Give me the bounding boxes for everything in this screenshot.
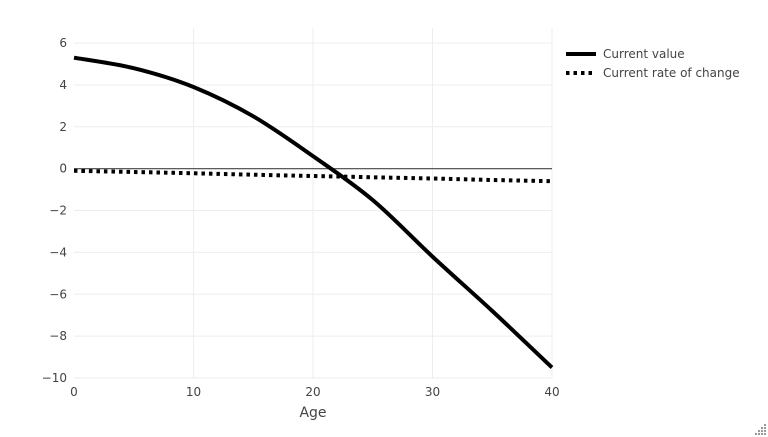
series-line-current-rate-of-change[interactable] bbox=[73, 168, 553, 184]
x-tick-label: 20 bbox=[305, 385, 320, 399]
y-tick-label: −8 bbox=[49, 329, 67, 343]
grip-dot bbox=[758, 433, 760, 435]
series-line-current-value[interactable] bbox=[73, 55, 554, 369]
x-axis-title: Age bbox=[299, 405, 327, 421]
legend-label-current-value: Current value bbox=[603, 46, 685, 61]
legend-item-current-rate-of-change[interactable]: Current rate of change bbox=[565, 65, 740, 80]
grip-dot bbox=[764, 430, 766, 432]
grip-dot bbox=[755, 433, 757, 435]
y-tick-label: 0 bbox=[59, 162, 67, 176]
resize-grip-icon[interactable] bbox=[754, 423, 767, 436]
grip-dot bbox=[764, 424, 766, 426]
dotted-line-swatch bbox=[566, 70, 596, 75]
x-tick-label: 10 bbox=[186, 385, 201, 399]
y-tick-label: −6 bbox=[49, 287, 67, 301]
solid-line-swatch bbox=[566, 51, 596, 56]
y-tick-label: −10 bbox=[42, 371, 67, 385]
grip-dot bbox=[761, 433, 763, 435]
grip-dot bbox=[764, 427, 766, 429]
grip-dot bbox=[764, 433, 766, 435]
grip-dot bbox=[761, 430, 763, 432]
y-tick-label: −2 bbox=[49, 204, 67, 218]
x-tick-label: 30 bbox=[425, 385, 440, 399]
legend-label-current-rate-of-change: Current rate of change bbox=[603, 65, 740, 80]
y-tick-label: 4 bbox=[59, 78, 67, 92]
grip-dot bbox=[758, 430, 760, 432]
grip-dot bbox=[761, 427, 763, 429]
x-tick-label: 40 bbox=[544, 385, 559, 399]
x-tick-label: 0 bbox=[70, 385, 78, 399]
y-tick-label: 6 bbox=[59, 36, 67, 50]
y-tick-label: −4 bbox=[49, 245, 67, 259]
y-tick-label: 2 bbox=[59, 120, 67, 134]
legend: Current value Current rate of change bbox=[565, 46, 740, 80]
legend-item-current-value[interactable]: Current value bbox=[565, 46, 740, 61]
